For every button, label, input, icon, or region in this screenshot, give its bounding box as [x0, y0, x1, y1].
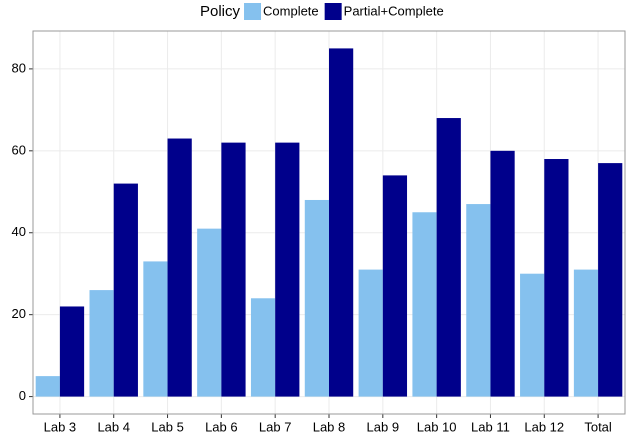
legend-label: Complete — [263, 3, 319, 18]
x-tick-label: Lab 9 — [367, 419, 400, 434]
bar — [382, 175, 408, 397]
bar — [113, 183, 138, 397]
bar — [466, 204, 491, 397]
bar — [89, 290, 114, 397]
bar — [304, 199, 329, 397]
bar — [221, 142, 246, 397]
x-tick-label: Lab 8 — [313, 419, 346, 434]
x-tick-label: Lab 5 — [151, 419, 184, 434]
bar — [544, 159, 569, 397]
x-tick-label: Lab 4 — [97, 419, 130, 434]
legend-title: Policy — [200, 3, 241, 20]
y-tick-label: 0 — [19, 388, 26, 403]
bar — [35, 376, 60, 397]
bar — [573, 269, 599, 397]
bar — [436, 118, 461, 397]
bar — [329, 48, 354, 397]
bar — [412, 212, 437, 397]
bar — [490, 150, 515, 397]
y-tick-label: 80 — [12, 60, 26, 75]
panel-border — [32, 30, 626, 415]
bar — [197, 228, 222, 397]
bar — [520, 273, 545, 397]
bar — [143, 261, 168, 397]
y-tick-label: 60 — [12, 142, 26, 157]
y-tick-label: 20 — [12, 306, 26, 321]
x-tick-label: Lab 6 — [205, 419, 238, 434]
bar — [358, 269, 383, 397]
legend-key — [244, 3, 262, 20]
bar — [250, 298, 276, 397]
x-tick-label: Lab 12 — [524, 419, 564, 434]
y-tick-label: 40 — [12, 224, 26, 239]
x-tick-label: Lab 3 — [44, 419, 77, 434]
legend-key — [324, 3, 342, 20]
x-tick-label: Lab 10 — [417, 419, 457, 434]
bar — [59, 306, 85, 397]
legend-label: Partial+Complete — [344, 3, 444, 18]
x-tick-label: Total — [584, 419, 612, 434]
bar — [275, 142, 300, 397]
x-tick-label: Lab 7 — [259, 419, 292, 434]
bar — [167, 138, 192, 397]
x-tick-label: Lab 11 — [471, 419, 510, 434]
bar — [598, 163, 623, 397]
